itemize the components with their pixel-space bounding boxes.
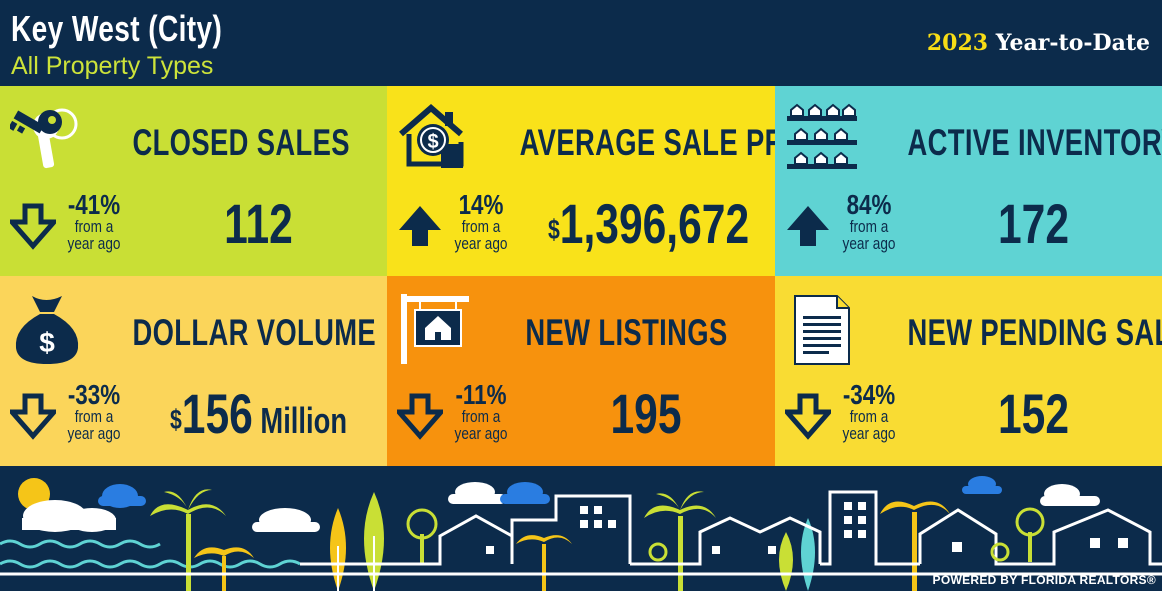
arrow-down-icon <box>10 393 56 440</box>
arrow-down-icon <box>397 393 443 440</box>
keys-icon <box>10 108 78 169</box>
cloud-icon <box>962 476 1002 494</box>
value-number: 172 <box>997 192 1070 255</box>
cloud-icon <box>1040 484 1100 506</box>
change-block: -11% from a year ago <box>452 379 510 443</box>
period: Year-to-Date <box>995 30 1150 56</box>
value-number: 152 <box>997 382 1070 445</box>
listing-sign-icon <box>401 294 469 364</box>
metric-value: 195 <box>548 384 744 451</box>
houses-rows-icon <box>787 103 857 169</box>
arrow-down-icon <box>10 203 56 250</box>
skyline-footer: POWERED BY FLORIDA REALTORS® <box>0 466 1162 591</box>
metric-value: $156 Million <box>161 384 356 451</box>
cloud-icon <box>22 500 116 532</box>
city-title: Key West (City) <box>11 8 223 49</box>
metric-value: $1,396,672 <box>547 194 749 261</box>
period-label: 2023 Year-to-Date <box>927 30 1150 56</box>
value-number: 195 <box>610 382 682 445</box>
property-types-subtitle: All Property Types <box>11 52 214 80</box>
metric-value: 152 <box>936 384 1131 451</box>
arrow-down-icon <box>785 393 831 440</box>
stats-grid: CLOSED SALES -41% from a year ago 112 $ <box>0 86 1162 466</box>
palm-tree-icon <box>880 501 950 591</box>
tile-title: CLOSED SALES <box>132 122 350 163</box>
value-number: 156 <box>181 382 253 445</box>
year-ago-label: year ago <box>842 424 896 443</box>
year-ago-label: year ago <box>454 424 508 443</box>
tree-icon <box>779 532 793 591</box>
from-label: from a <box>849 407 889 426</box>
cloud-icon <box>252 508 320 532</box>
tile-title: ACTIVE INVENTORY <box>907 122 1162 163</box>
tile-title: DOLLAR VOLUME <box>132 312 377 353</box>
change-block: 14% from a year ago <box>452 189 510 253</box>
currency-symbol: $ <box>169 404 182 435</box>
skyline-illustration <box>0 466 1162 591</box>
value-number: 112 <box>224 192 293 255</box>
year-ago-label: year ago <box>67 424 121 443</box>
year: 2023 <box>926 30 989 56</box>
change-block: -41% from a year ago <box>65 189 123 253</box>
from-label: from a <box>74 407 114 426</box>
percent-change: 84% <box>846 189 892 220</box>
metric-value: 172 <box>936 194 1131 261</box>
from-label: from a <box>461 217 501 236</box>
house-dollar-icon: $ <box>399 104 464 168</box>
percent-change: -11% <box>455 379 507 410</box>
header: Key West (City) All Property Types 2023 … <box>0 0 1162 86</box>
tile-title: NEW PENDING SALES <box>907 312 1162 353</box>
palm-tree-icon <box>644 491 716 591</box>
arrow-up-icon <box>787 206 829 246</box>
window-icons <box>486 502 1128 554</box>
svg-text:$: $ <box>39 327 55 358</box>
percent-change: -41% <box>67 189 121 220</box>
tile-new-pending-sales: NEW PENDING SALES -34% from a year ago 1… <box>775 276 1162 466</box>
tile-closed-sales: CLOSED SALES -41% from a year ago 112 <box>0 86 387 276</box>
percent-change: 14% <box>458 189 504 220</box>
percent-change: -33% <box>67 379 121 410</box>
document-icon <box>794 295 850 365</box>
tile-dollar-volume: $ DOLLAR VOLUME -33% from a year ago $15… <box>0 276 387 466</box>
tile-title: NEW LISTINGS <box>525 312 728 353</box>
tile-average-sale-price: $ AVERAGE SALE PRICE 14% from a year ago… <box>387 86 775 276</box>
skyline-outline <box>0 490 1162 576</box>
from-label: from a <box>74 217 114 236</box>
cloud-icon <box>500 482 550 504</box>
palm-tree-icon <box>516 535 572 591</box>
bush-icons <box>648 542 1010 562</box>
tree-icon <box>1015 507 1045 562</box>
tile-title: AVERAGE SALE PRICE <box>519 122 775 163</box>
arrow-up-icon <box>399 206 441 246</box>
from-label: from a <box>461 407 501 426</box>
palm-tree-icon <box>150 489 226 591</box>
wave-icon <box>0 559 301 569</box>
svg-text:$: $ <box>427 131 438 153</box>
tree-icon <box>330 508 346 591</box>
year-ago-label: year ago <box>67 234 121 253</box>
change-block: -34% from a year ago <box>840 379 898 443</box>
cloud-icon <box>448 482 506 504</box>
metric-value: 112 <box>161 194 356 261</box>
money-bag-icon: $ <box>15 296 79 364</box>
year-ago-label: year ago <box>454 234 508 253</box>
value-unit: Million <box>252 400 348 441</box>
from-label: from a <box>849 217 889 236</box>
wave-icon <box>0 539 161 549</box>
value-number: 1,396,672 <box>559 192 750 255</box>
percent-change: -34% <box>842 379 896 410</box>
tree-icon <box>406 508 438 564</box>
change-block: -33% from a year ago <box>65 379 123 443</box>
year-ago-label: year ago <box>842 234 896 253</box>
change-block: 84% from a year ago <box>840 189 898 253</box>
tile-active-inventory: ACTIVE INVENTORY 84% from a year ago 172 <box>775 86 1162 276</box>
tile-new-listings: NEW LISTINGS -11% from a year ago 195 <box>387 276 775 466</box>
cloud-icon <box>98 484 146 508</box>
currency-symbol: $ <box>547 214 560 245</box>
powered-by-label: POWERED BY FLORIDA REALTORS® <box>932 573 1156 587</box>
